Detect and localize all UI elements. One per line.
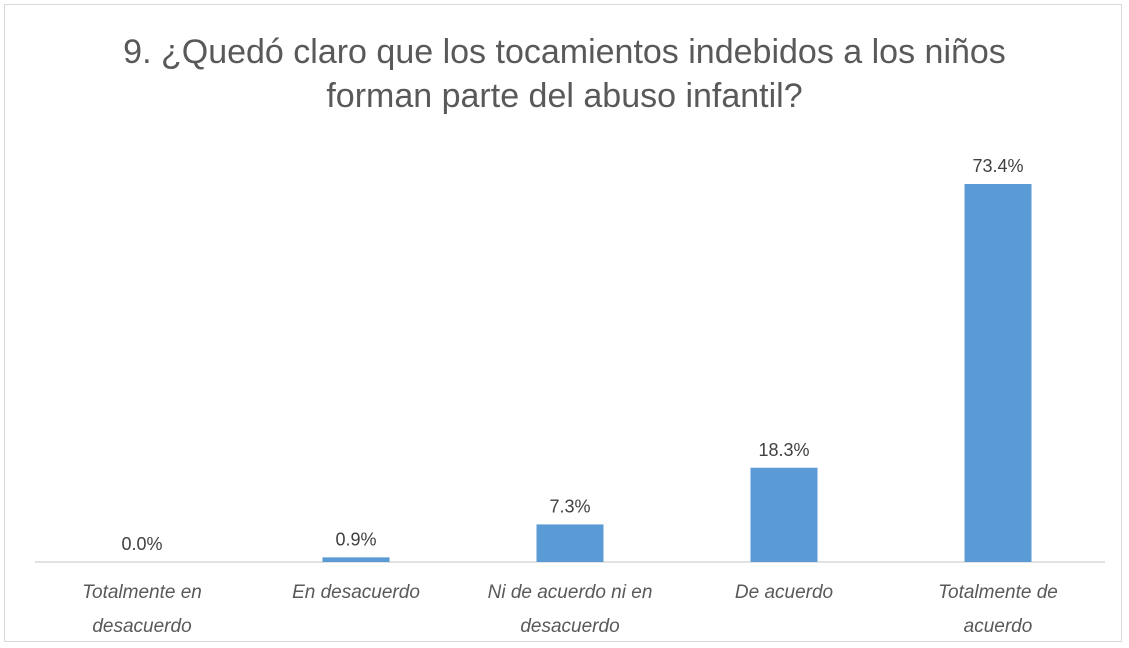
x-tick-label: En desacuerdo: [292, 582, 420, 603]
x-tick-label: Totalmente en desacuerdo: [82, 582, 202, 637]
bar: [750, 467, 818, 562]
chart-frame: [4, 4, 1122, 642]
bar: [322, 557, 390, 562]
bar: [536, 524, 604, 562]
value-label: 73.4%: [972, 156, 1023, 176]
x-tick-label: Ni de acuerdo ni en desacuerdo: [487, 582, 653, 637]
bar: [964, 184, 1032, 562]
value-label: 7.3%: [549, 496, 590, 516]
value-label: 0.9%: [335, 529, 376, 549]
x-tick-label: De acuerdo: [734, 582, 834, 603]
chart-title: 9. ¿Quedó claro que los tocamientos inde…: [123, 33, 1006, 115]
value-label: 0.0%: [121, 534, 162, 554]
x-tick-label: Totalmente de acuerdo: [938, 582, 1058, 637]
value-label: 18.3%: [758, 440, 809, 460]
